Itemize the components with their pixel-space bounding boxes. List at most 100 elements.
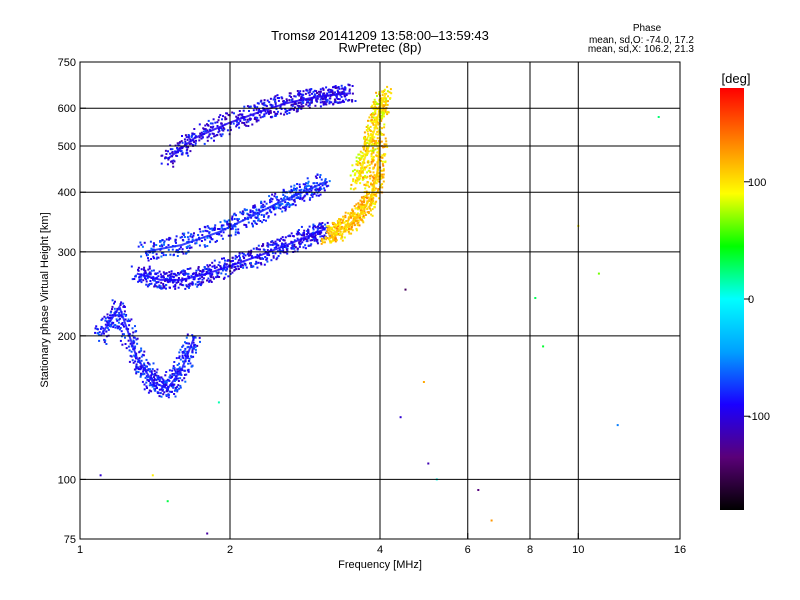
scatter-point	[381, 183, 384, 186]
scatter-point	[342, 221, 345, 224]
scatter-point	[118, 325, 120, 328]
scatter-point	[258, 114, 261, 117]
scatter-point	[220, 135, 223, 138]
scatter-point	[133, 336, 136, 339]
scatter-point	[307, 184, 310, 187]
scatter-point	[109, 311, 112, 314]
scatter-point	[327, 232, 330, 235]
scatter-point	[372, 136, 375, 139]
scatter-point	[307, 229, 310, 232]
scatter-point	[162, 393, 165, 396]
scatter-point	[337, 86, 339, 89]
scatter-point	[220, 127, 223, 130]
scatter-point	[274, 103, 277, 106]
scatter-point	[291, 104, 294, 107]
scatter-point	[197, 267, 200, 270]
scatter-point	[196, 344, 199, 347]
scatter-point	[141, 245, 144, 248]
scatter-point	[330, 90, 333, 93]
scatter-point	[357, 171, 360, 174]
scatter-point	[168, 238, 170, 241]
scatter-point	[164, 374, 167, 377]
scatter-point	[366, 175, 369, 178]
scatter-point	[351, 164, 354, 167]
scatter-point	[148, 272, 151, 275]
scatter-point	[300, 96, 303, 98]
scatter-point	[243, 257, 246, 260]
scatter-point	[120, 330, 123, 333]
scatter-point	[258, 213, 261, 216]
scatter-point	[371, 183, 374, 186]
stats-x-mode: mean, sd,X: 106.2, 21.3	[588, 44, 695, 55]
scatter-point	[140, 372, 142, 375]
scatter-point	[171, 162, 174, 165]
scatter-point	[349, 174, 352, 177]
scatter-point	[360, 207, 363, 210]
scatter-point	[210, 238, 213, 241]
scatter-point	[351, 229, 354, 232]
scatter-point	[294, 204, 297, 207]
scatter-point	[275, 108, 278, 110]
scatter-point	[127, 339, 130, 342]
scatter-point	[110, 323, 113, 326]
scatter-point	[140, 255, 143, 258]
scatter-point	[372, 202, 374, 205]
scatter-point	[258, 209, 261, 212]
scatter-point	[263, 101, 266, 104]
scatter-point	[156, 256, 159, 259]
scatter-point	[361, 206, 364, 209]
scatter-point	[145, 381, 148, 384]
scatter-point	[245, 121, 248, 124]
scatter-point	[381, 127, 383, 130]
scatter-point	[353, 212, 356, 215]
scatter-point	[374, 187, 377, 190]
scatter-point	[300, 97, 302, 100]
scatter-point	[332, 86, 334, 89]
scatter-point	[293, 247, 296, 250]
scatter-point	[306, 100, 309, 102]
scatter-point	[250, 255, 253, 258]
scatter-point	[150, 269, 153, 272]
scatter-point	[187, 355, 190, 358]
scatter-point	[265, 202, 268, 205]
scatter-point	[99, 474, 102, 477]
scatter-point	[267, 243, 270, 246]
scatter-point	[124, 315, 127, 317]
scatter-point	[323, 187, 326, 190]
scatter-point	[264, 104, 267, 107]
scatter-point	[354, 213, 357, 216]
scatter-point	[279, 207, 282, 210]
scatter-point	[181, 248, 184, 251]
scatter-point	[376, 137, 379, 140]
scatter-point	[212, 132, 215, 135]
scatter-point	[367, 127, 370, 130]
series-line	[99, 304, 196, 390]
scatter-point	[220, 226, 223, 229]
scatter-point	[302, 102, 305, 104]
scatter-point	[305, 186, 307, 189]
scatter-point	[220, 272, 223, 275]
scatter-point	[183, 365, 186, 368]
scatter-point	[201, 276, 204, 278]
scatter-point	[213, 277, 215, 280]
scatter-point	[223, 257, 225, 260]
scatter-point	[300, 93, 303, 96]
scatter-point	[386, 90, 389, 93]
scatter-point	[171, 248, 174, 251]
scatter-point	[272, 207, 275, 210]
scatter-point	[155, 371, 158, 374]
scatter-point	[101, 317, 104, 320]
scatter-point	[362, 197, 365, 199]
scatter-point	[209, 270, 212, 273]
scatter-point	[117, 321, 120, 324]
scatter-point	[375, 139, 378, 142]
scatter-point	[252, 109, 255, 112]
scatter-point	[210, 137, 213, 140]
scatter-point	[271, 240, 274, 243]
scatter-point	[336, 89, 339, 92]
scatter-point	[317, 225, 319, 228]
scatter-point	[319, 193, 322, 196]
scatter-point	[165, 394, 168, 397]
scatter-point	[223, 264, 226, 267]
